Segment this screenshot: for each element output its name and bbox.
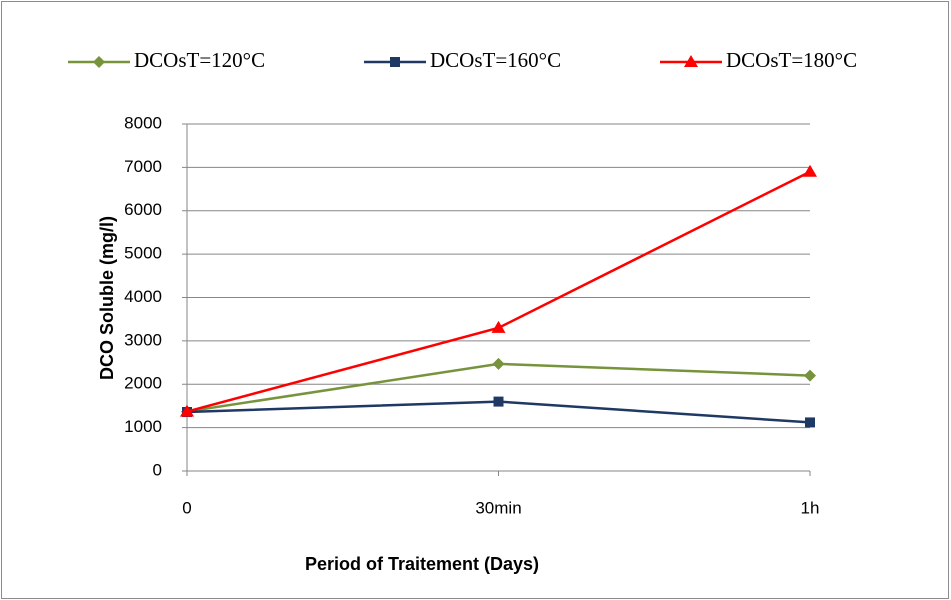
y-tick-label: 1000 (124, 417, 162, 436)
y-tick-label: 2000 (124, 374, 162, 393)
marker (491, 320, 506, 333)
x-tick-label: 30min (475, 498, 521, 517)
marker (492, 357, 505, 370)
y-tick-label: 8000 (124, 113, 162, 132)
legend-label: DCOsT=180°C (726, 48, 857, 72)
y-axis-title: DCO Soluble (mg/l) (97, 216, 117, 380)
marker (684, 55, 698, 67)
legend-label: DCOsT=160°C (430, 48, 561, 72)
marker (390, 57, 400, 67)
y-tick-label: 7000 (124, 157, 162, 176)
x-tick-label: 1h (801, 498, 820, 517)
marker (804, 369, 816, 382)
marker (803, 164, 817, 177)
x-tick-label: 0 (182, 498, 191, 517)
marker (805, 417, 815, 428)
legend-label: DCOsT=120°C (134, 48, 265, 72)
y-tick-label: 0 (153, 460, 162, 479)
marker (93, 56, 105, 68)
y-tick-label: 4000 (124, 287, 162, 306)
y-tick-label: 3000 (124, 330, 162, 349)
x-axis-title: Period of Traitement (Days) (305, 554, 539, 574)
marker (180, 404, 194, 417)
y-tick-label: 6000 (124, 200, 162, 219)
y-tick-label: 5000 (124, 244, 162, 263)
marker (493, 396, 504, 407)
